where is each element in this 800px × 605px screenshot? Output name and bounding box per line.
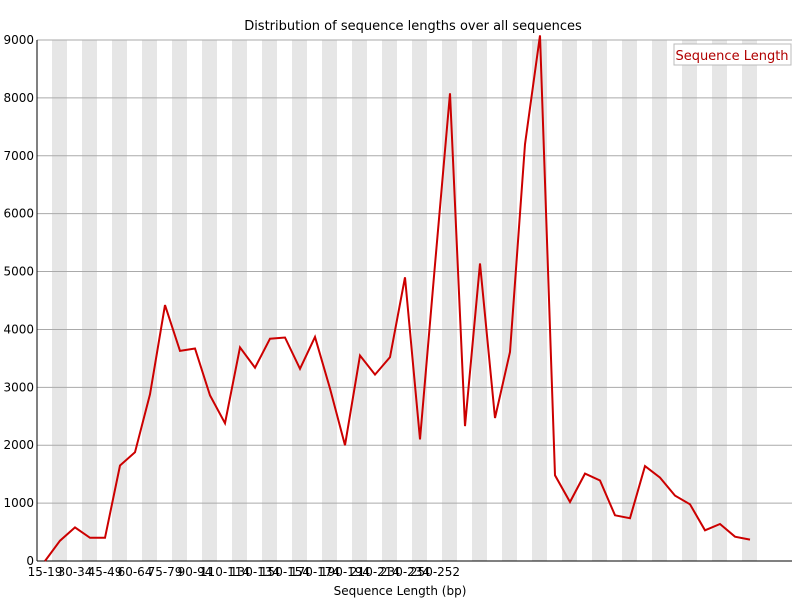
background-band xyxy=(262,40,277,561)
legend-box xyxy=(673,43,792,66)
legend-entry-sequence-length: Sequence Length xyxy=(675,49,788,64)
x-axis-label: Sequence Length (bp) xyxy=(334,584,467,598)
x-tick-label: 210-214 xyxy=(350,565,400,579)
background-band xyxy=(532,40,547,561)
background-band xyxy=(232,40,247,561)
chart-title: Distribution of sequence lengths over al… xyxy=(244,19,582,34)
background-band xyxy=(712,40,727,561)
background-band xyxy=(112,40,127,561)
background-band xyxy=(652,40,667,561)
background-band xyxy=(292,40,307,561)
y-tick-label: 9000 xyxy=(3,33,34,47)
background-band xyxy=(622,40,637,561)
background-band xyxy=(502,40,517,561)
y-tick-label: 3000 xyxy=(3,380,34,394)
y-tick-label: 2000 xyxy=(3,438,34,452)
x-tick-label: 110-114 xyxy=(200,565,250,579)
x-tick-label: 150-154 xyxy=(260,565,310,579)
x-tick-label: 250-252 xyxy=(410,565,460,579)
x-tick-labels: 15-1930-3445-4960-6475-7990-94110-114130… xyxy=(28,565,461,579)
x-tick-label: 90-94 xyxy=(178,565,213,579)
x-tick-label: 45-49 xyxy=(88,565,123,579)
horizontal-gridlines xyxy=(37,39,792,504)
y-tick-label: 0 xyxy=(26,554,34,568)
background-band xyxy=(82,40,97,561)
y-tick-labels: 0 1000 2000 3000 4000 5000 6000 7000 8000 9000 xyxy=(3,33,34,568)
background-band xyxy=(562,40,577,561)
background-band xyxy=(172,40,187,561)
background-band xyxy=(382,40,397,561)
background-band xyxy=(592,40,607,561)
x-tick-label: 30-34 xyxy=(58,565,93,579)
series-line-sequence-length xyxy=(44,35,751,562)
axes xyxy=(36,40,792,562)
background-band xyxy=(742,40,757,561)
background-band xyxy=(682,40,697,561)
background-band xyxy=(142,40,157,561)
legend: Sequence Length xyxy=(673,43,792,66)
x-tick-label: 75-79 xyxy=(148,565,183,579)
y-tick-label: 4000 xyxy=(3,322,34,336)
background-band xyxy=(52,40,67,561)
x-tick-label: 170-174 xyxy=(290,565,340,579)
y-tick-label: 1000 xyxy=(3,496,34,510)
series-lines xyxy=(44,35,751,562)
y-tick-label: 6000 xyxy=(3,207,34,221)
x-tick-label: 190-194 xyxy=(320,565,370,579)
x-tick-label: 60-64 xyxy=(118,565,153,579)
y-tick-label: 7000 xyxy=(3,149,34,163)
alternating-bands xyxy=(52,40,757,561)
background-band xyxy=(352,40,367,561)
background-band xyxy=(322,40,337,561)
y-tick-label: 5000 xyxy=(3,265,34,279)
background-band xyxy=(412,40,427,561)
x-tick-label: 230-234 xyxy=(380,565,430,579)
background-band xyxy=(472,40,487,561)
background-band xyxy=(202,40,217,561)
x-tick-label: 15-19 xyxy=(28,565,63,579)
y-tick-label: 8000 xyxy=(3,91,34,105)
background-band xyxy=(442,40,457,561)
x-tick-label: 130-134 xyxy=(230,565,280,579)
